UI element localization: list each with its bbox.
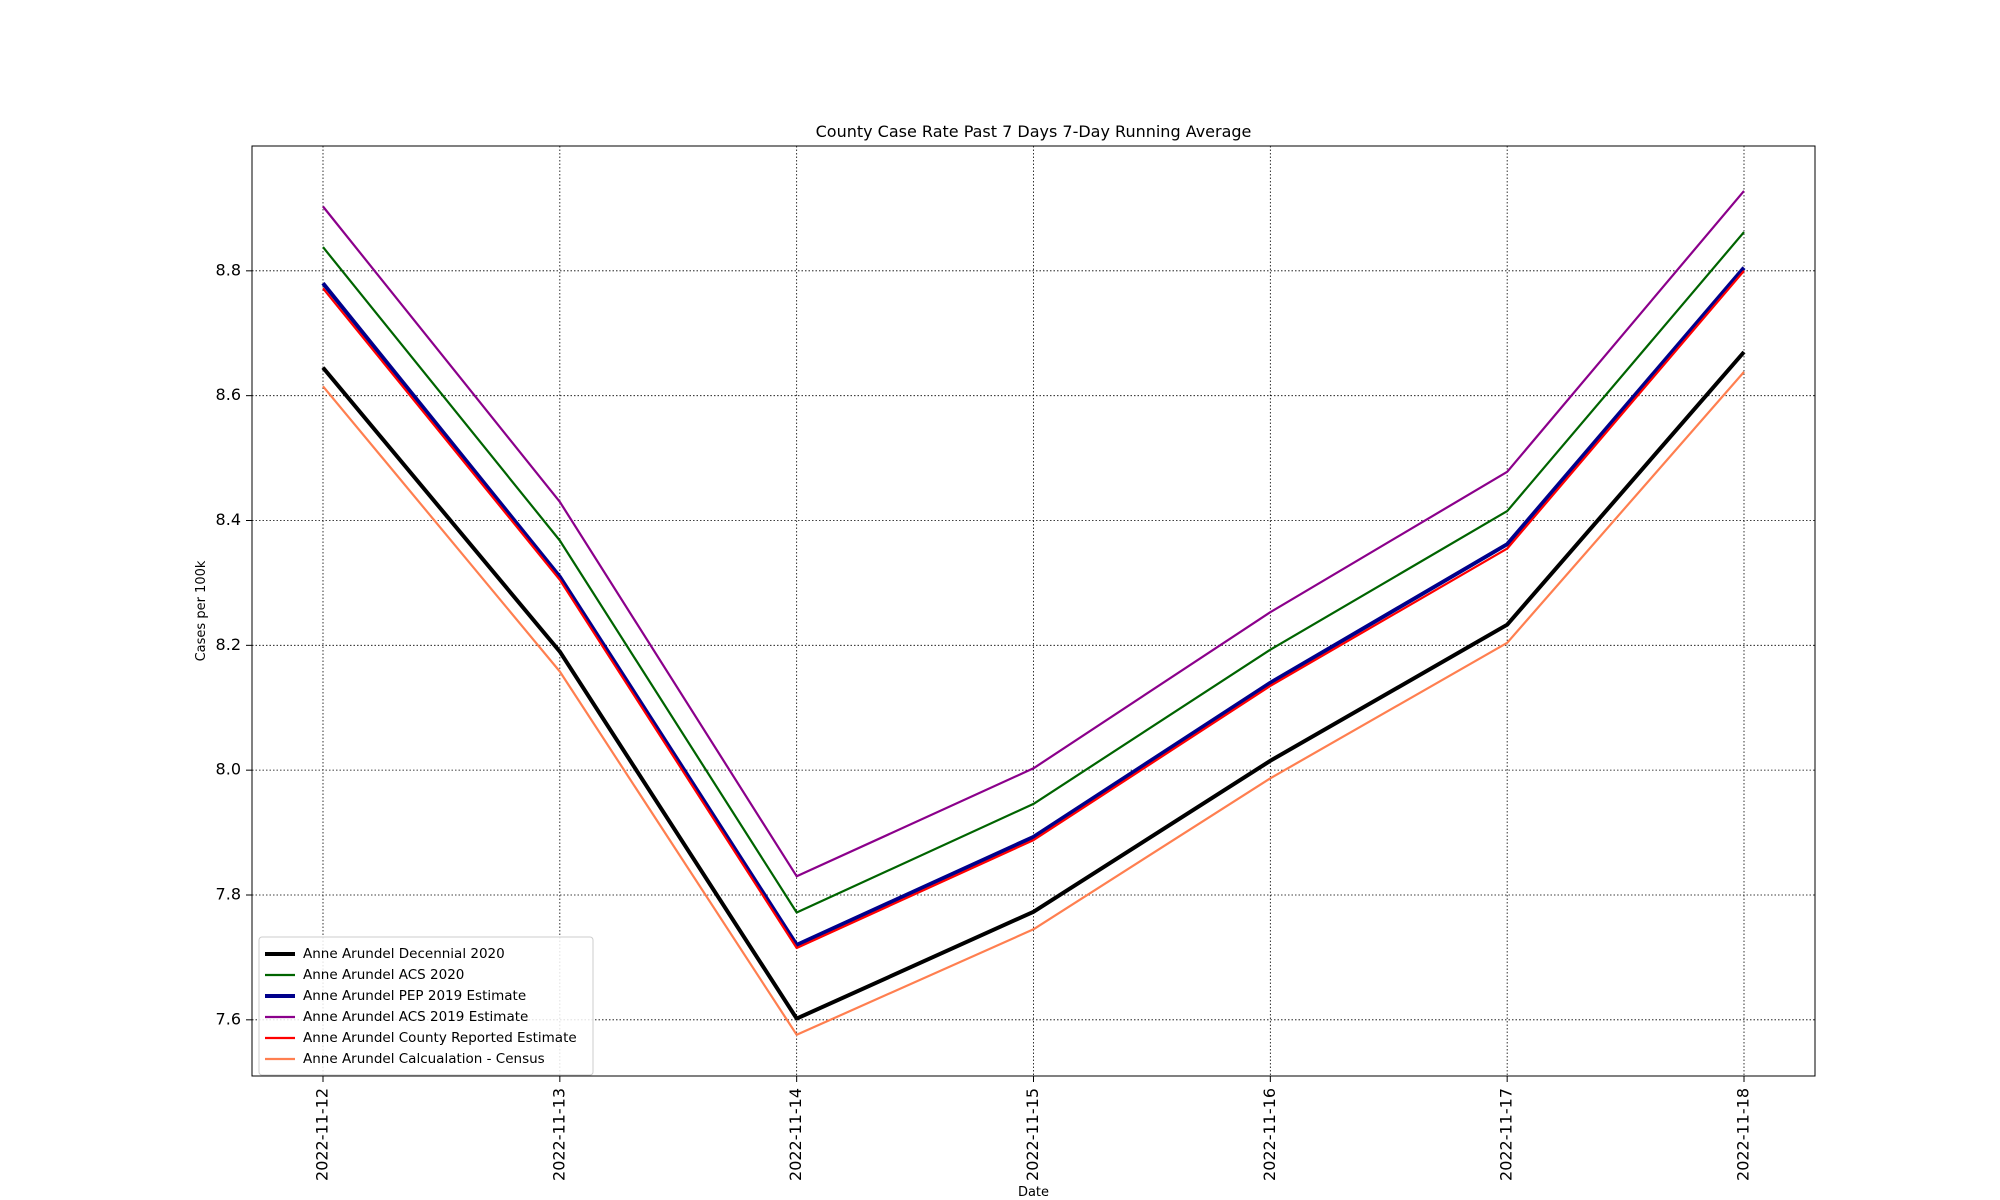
- legend-entry: Anne Arundel PEP 2019 Estimate: [303, 988, 526, 1004]
- x-tick-label: 2022-11-16: [1260, 1088, 1279, 1181]
- chart-title: County Case Rate Past 7 Days 7-Day Runni…: [816, 122, 1252, 141]
- x-tick-label: 2022-11-12: [313, 1088, 332, 1181]
- x-axis-ticks: 2022-11-12 2022-11-13 2022-11-14 2022-11-15…: [313, 1076, 1753, 1181]
- series-line-6: [322, 371, 1745, 1036]
- y-tick-label: 8.0: [216, 760, 241, 779]
- legend-entry: Anne Arundel ACS 2019 Estimate: [303, 1009, 528, 1025]
- y-tick-label: 7.6: [216, 1009, 241, 1028]
- x-tick-label: 2022-11-18: [1734, 1088, 1753, 1181]
- y-axis-label: Cases per 100k: [194, 560, 209, 661]
- legend-box: [258, 936, 594, 1076]
- legend-entry: Anne Arundel Decennial 2020: [303, 946, 505, 962]
- y-tick-label: 8.2: [216, 635, 241, 654]
- legend-entry: Anne Arundel ACS 2020: [303, 967, 464, 983]
- x-axis-label: Date: [1018, 1185, 1049, 1200]
- series-line-5: [322, 270, 1745, 950]
- series-lines: [321, 190, 1746, 1036]
- x-tick-label: 2022-11-15: [1023, 1088, 1042, 1181]
- series-line-2: [322, 231, 1745, 914]
- x-tick-label: 2022-11-13: [549, 1088, 568, 1181]
- x-tick-label: 2022-11-17: [1497, 1088, 1516, 1181]
- y-tick-label: 8.4: [216, 510, 241, 529]
- y-tick-label: 7.8: [216, 884, 241, 903]
- y-axis-ticks: 7.6 7.8 8.0 8.2 8.4 8.6 8.8: [216, 260, 252, 1028]
- grid: [252, 146, 1815, 1076]
- series-line-3: [321, 266, 1746, 947]
- series-line-1: [321, 350, 1746, 1021]
- series-line-4: [322, 190, 1745, 878]
- y-tick-label: 8.8: [216, 260, 241, 279]
- y-tick-label: 8.6: [216, 385, 241, 404]
- legend-entry: Anne Arundel Calcualation - Census: [303, 1051, 545, 1067]
- x-tick-label: 2022-11-14: [786, 1088, 805, 1181]
- legend: Anne Arundel Decennial 2020 Anne Arundel …: [258, 936, 594, 1076]
- legend-entry: Anne Arundel County Reported Estimate: [303, 1030, 577, 1046]
